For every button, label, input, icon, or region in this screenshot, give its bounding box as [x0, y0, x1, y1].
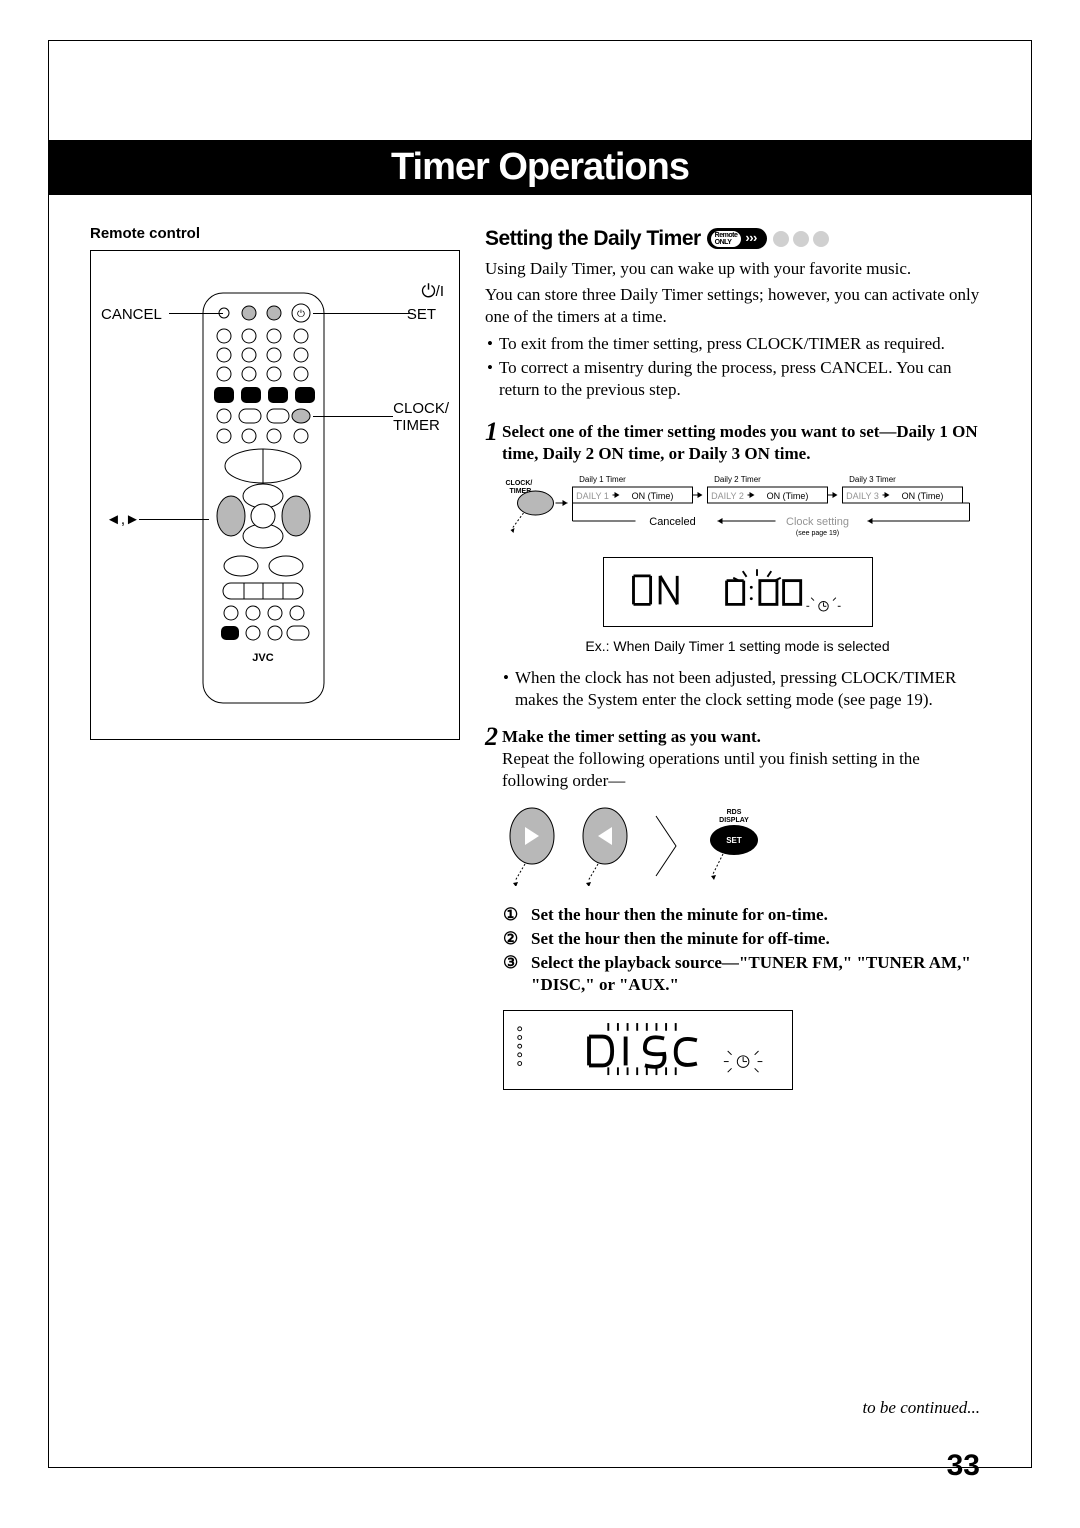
signal-icon: ››› — [745, 230, 757, 247]
svg-text:ON (Time): ON (Time) — [632, 491, 674, 501]
svg-text:ON (Time): ON (Time) — [902, 491, 944, 501]
svg-text:Daily 2 Timer: Daily 2 Timer — [714, 475, 761, 484]
step-2-body: Repeat the following operations until yo… — [502, 749, 920, 790]
lcd-display-1 — [485, 557, 990, 627]
remote-only-badge: Remote ONLY ››› — [707, 228, 767, 249]
svg-text:DAILY 1: DAILY 1 — [576, 491, 609, 501]
svg-text:JVC: JVC — [252, 652, 273, 664]
callout-arrows: ◄,► — [106, 511, 140, 528]
svg-text:DAILY 2: DAILY 2 — [711, 491, 744, 501]
callout-cancel: CANCEL — [101, 306, 162, 323]
remote-control-diagram: ⏻ — [90, 250, 460, 740]
subhead-text: Setting the Daily Timer — [485, 225, 701, 252]
svg-text:(see page 19): (see page 19) — [796, 530, 839, 537]
lcd-display-2 — [503, 1010, 990, 1090]
remote-control-label: Remote control — [90, 225, 460, 242]
svg-text:Daily 1 Timer: Daily 1 Timer — [579, 475, 626, 484]
badge-remote-icon: Remote ONLY — [711, 231, 742, 247]
example-caption: Ex.: When Daily Timer 1 setting mode is … — [485, 637, 990, 655]
callout-power-icon: ⏻/I — [421, 281, 444, 302]
svg-text:SET: SET — [726, 836, 742, 845]
enum-2-marker: ② — [503, 928, 523, 950]
svg-text:CLOCK/: CLOCK/ — [506, 480, 533, 487]
enum-2-text: Set the hour then the minute for off-tim… — [531, 928, 830, 950]
step-2-number: 2 — [485, 720, 498, 754]
button-illustrations: RDS DISPLAY SET — [505, 806, 990, 886]
bullet-exit: •To exit from the timer setting, press C… — [487, 333, 990, 355]
callout-set: SET — [407, 306, 436, 323]
svg-text:DAILY 3: DAILY 3 — [846, 491, 879, 501]
right-arrow-button-icon — [578, 806, 633, 886]
intro-paragraph-2: You can store three Daily Timer settings… — [485, 284, 990, 328]
svg-text:⏻: ⏻ — [297, 309, 305, 320]
chevron-right-icon — [651, 806, 681, 886]
step1-sub-bullet: •When the clock has not been adjusted, p… — [503, 667, 990, 711]
enum-3-marker: ③ — [503, 952, 523, 996]
bullet-correct: •To correct a misentry during the proces… — [487, 357, 990, 401]
step-2-title: Make the timer setting as you want. — [502, 727, 761, 746]
decorative-dots — [773, 231, 829, 247]
svg-text:Canceled: Canceled — [649, 516, 695, 528]
set-button-icon: RDS DISPLAY SET — [699, 806, 769, 886]
continued-footer: to be continued... — [862, 1398, 980, 1418]
enumerated-substeps: ① Set the hour then the minute for on-tim… — [503, 904, 990, 996]
step-2: 2 Make the timer setting as you want. Re… — [485, 720, 990, 792]
step-1-text: Select one of the timer setting modes yo… — [502, 422, 978, 463]
title-text: Timer Operations — [391, 146, 689, 189]
right-column: Setting the Daily Timer Remote ONLY ››› … — [485, 225, 990, 1458]
step-1-number: 1 — [485, 415, 498, 449]
intro-paragraph-1: Using Daily Timer, you can wake up with … — [485, 258, 990, 280]
left-arrow-button-icon — [505, 806, 560, 886]
content-area: Remote control ⏻ — [90, 225, 990, 1458]
remote-illustration: ⏻ — [201, 291, 326, 721]
svg-text:ON (Time): ON (Time) — [767, 491, 809, 501]
enum-1-text: Set the hour then the minute for on-time… — [531, 904, 828, 926]
step-1: 1 Select one of the timer setting modes … — [485, 415, 990, 465]
svg-text:DISPLAY: DISPLAY — [719, 817, 749, 824]
enum-1-marker: ① — [503, 904, 523, 926]
svg-text:Daily 3 Timer: Daily 3 Timer — [849, 475, 896, 484]
left-column: Remote control ⏻ — [90, 225, 460, 1458]
page-number: 33 — [947, 1449, 980, 1483]
callout-clock-timer: CLOCK/TIMER — [393, 401, 449, 434]
page-title: Timer Operations — [49, 140, 1031, 195]
enum-3-text: Select the playback source—"TUNER FM," "… — [531, 952, 990, 996]
section-subheading: Setting the Daily Timer Remote ONLY ››› — [485, 225, 990, 252]
svg-text:Clock setting: Clock setting — [786, 516, 849, 528]
timer-mode-flow-diagram: CLOCK/ TIMER Daily 1 Timer Daily 2 Timer… — [485, 473, 990, 549]
svg-text:RDS: RDS — [727, 809, 742, 816]
